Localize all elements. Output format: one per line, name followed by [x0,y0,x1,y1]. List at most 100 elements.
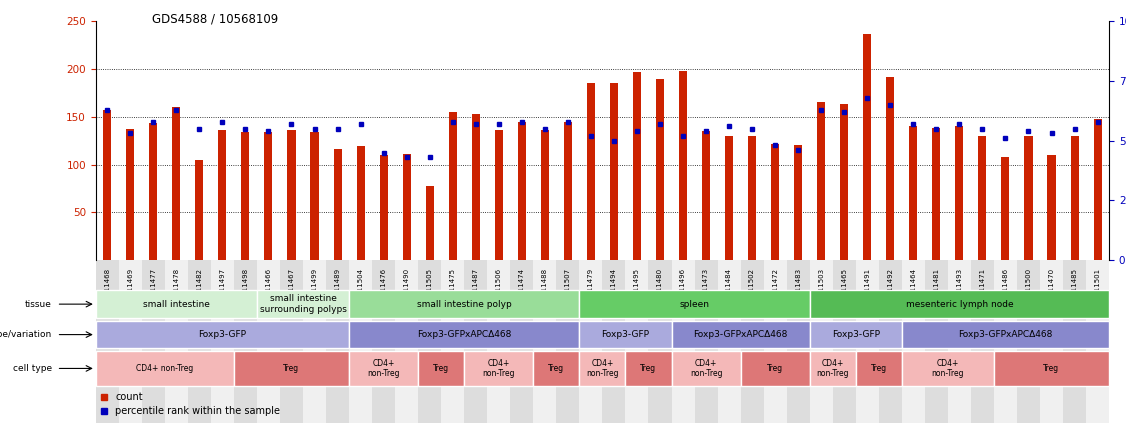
Bar [510,260,534,423]
Bar [717,260,741,423]
Bar [372,260,395,423]
Bar [540,130,548,260]
Bar [817,102,825,260]
Bar [878,260,902,423]
Bar [234,260,257,423]
Bar [948,260,971,423]
Bar [701,131,711,260]
Bar [810,290,1109,319]
Bar [625,260,649,423]
Bar [426,186,434,260]
Bar [534,260,556,423]
Bar [971,260,994,423]
Bar [840,104,848,260]
Bar [311,132,319,260]
Bar [978,136,986,260]
Bar [717,260,741,423]
Bar [1071,136,1079,260]
Bar [610,83,618,260]
Bar [287,130,295,260]
Text: small intestine
surrounding polyps: small intestine surrounding polyps [260,294,347,314]
Bar [472,114,480,260]
Bar [1087,260,1109,423]
Bar [172,107,180,260]
Bar [810,260,833,423]
Bar [679,71,687,260]
Bar [164,260,188,423]
Bar [671,351,741,386]
Bar [118,260,142,423]
Bar [580,290,810,319]
Bar [395,260,418,423]
Bar [403,154,411,260]
Text: CD4+
non-Treg: CD4+ non-Treg [587,359,618,378]
Text: Treg: Treg [548,364,564,373]
Bar [971,260,994,423]
Text: count: count [116,392,143,401]
Bar [625,260,649,423]
Bar [96,260,118,423]
Bar [671,260,695,423]
Bar [902,321,1109,348]
Bar [763,260,787,423]
Text: Treg: Treg [641,364,656,373]
Bar [994,260,1017,423]
Bar [833,260,856,423]
Bar [1017,260,1040,423]
Bar [656,79,664,260]
Bar [602,260,625,423]
Bar [580,260,602,423]
Bar [787,260,810,423]
Text: Foxp3-GFPxAPCΔ468: Foxp3-GFPxAPCΔ468 [958,330,1053,339]
Bar [649,260,671,423]
Bar [142,260,164,423]
Bar [924,260,948,423]
Bar [418,351,464,386]
Bar [771,143,779,260]
Text: small intestine polyp: small intestine polyp [417,299,511,309]
Bar [211,260,234,423]
Bar [257,290,349,319]
Bar [856,260,878,423]
Bar [303,260,327,423]
Bar [150,124,158,260]
Bar [327,260,349,423]
Bar [218,130,226,260]
Bar [142,260,164,423]
Bar [234,260,257,423]
Bar [241,132,250,260]
Bar [556,260,580,423]
Bar [349,351,418,386]
Bar [1087,260,1109,423]
Bar [1025,136,1033,260]
Text: CD4+ non-Treg: CD4+ non-Treg [136,364,194,373]
Bar [327,260,349,423]
Bar [902,260,924,423]
Bar [810,351,856,386]
Text: Treg: Treg [284,364,300,373]
Text: percentile rank within the sample: percentile rank within the sample [116,407,280,416]
Bar [902,260,924,423]
Bar [1047,155,1055,260]
Bar [418,260,441,423]
Bar [510,260,534,423]
Bar [518,121,526,260]
Text: Foxp3-GFPxAPCΔ468: Foxp3-GFPxAPCΔ468 [417,330,511,339]
Bar [856,260,878,423]
Bar [441,260,464,423]
Bar [349,260,372,423]
Bar [625,351,671,386]
Bar [303,260,327,423]
Bar [864,33,872,260]
Bar [1017,260,1040,423]
Bar [379,155,387,260]
Bar [534,351,580,386]
Bar [932,128,940,260]
Text: Foxp3-GFP: Foxp3-GFP [198,330,247,339]
Bar [257,260,280,423]
Bar [633,72,641,260]
Bar [96,351,234,386]
Bar [418,260,441,423]
Text: Foxp3-GFP: Foxp3-GFP [832,330,879,339]
Text: CD4+
non-Treg: CD4+ non-Treg [367,359,400,378]
